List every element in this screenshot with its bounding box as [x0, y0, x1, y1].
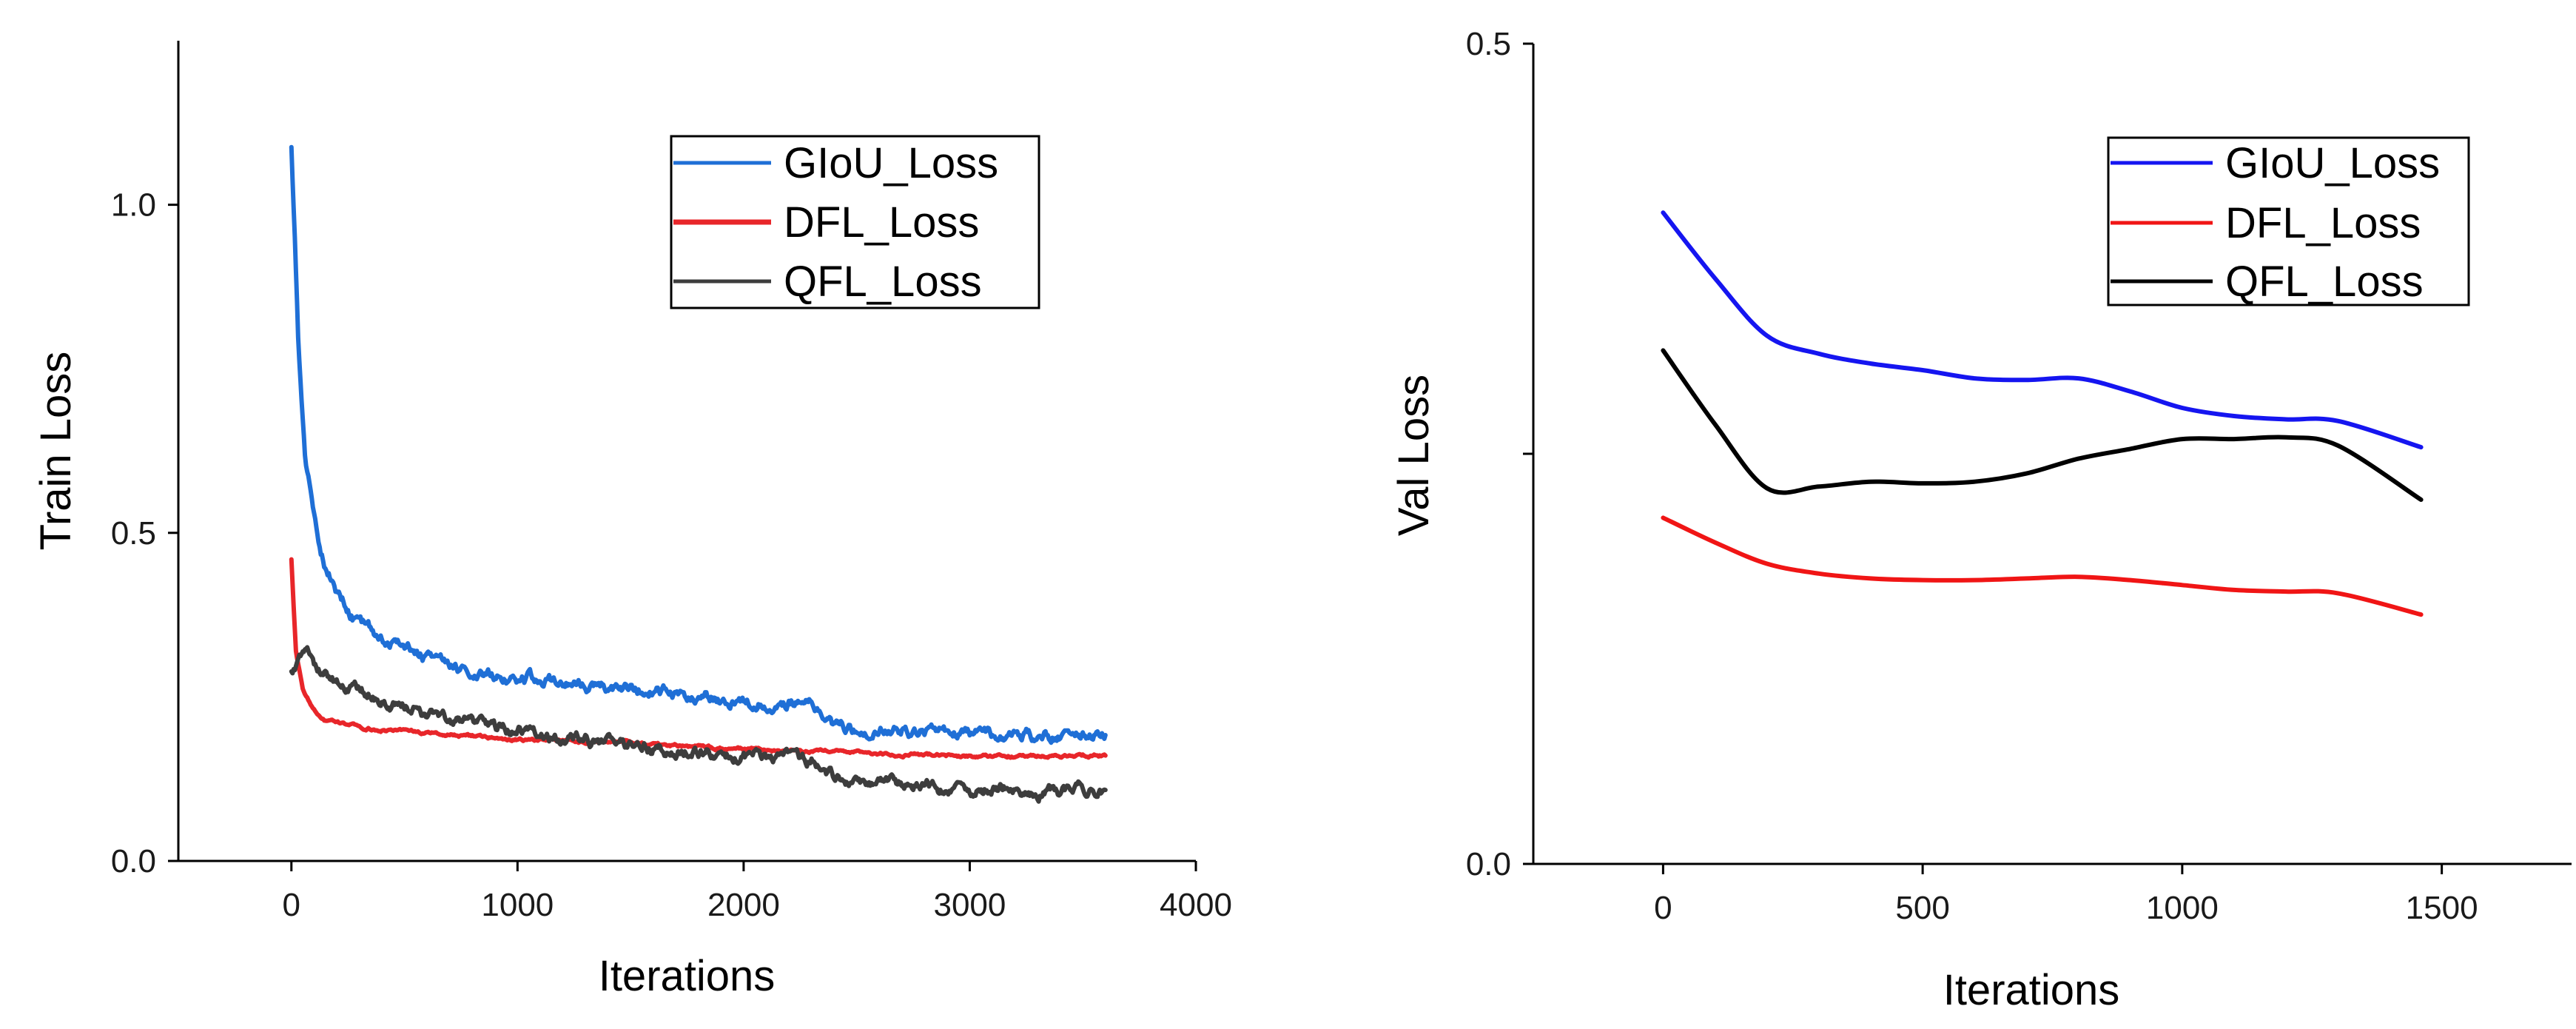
val-series-qfl-loss: [1661, 348, 2424, 502]
val-x-tick-label: 0: [1654, 890, 1672, 926]
train-x-axis-title: Iterations: [599, 952, 776, 1000]
val-x-axis-title: Iterations: [1943, 966, 2120, 1014]
val-y-axis-title: Val Loss: [1390, 375, 1438, 536]
train-legend-label-qfl: QFL_Loss: [784, 258, 982, 306]
val-legend-label-dfl: DFL_Loss: [2225, 199, 2421, 247]
train-series-giou-loss: [289, 144, 1108, 745]
train-legend-label-giou: GIoU_Loss: [784, 139, 998, 187]
train-legend: GIoU_Loss DFL_Loss QFL_Loss: [670, 135, 1040, 309]
val-loss-chart: 0 500 1000 1500 0.0 0.5 Val Loss Iterations G…: [1390, 26, 2572, 1014]
train-y-tick-label: 1.0: [111, 187, 156, 224]
train-x-tick-label: 0: [283, 887, 300, 923]
train-y-tick-label: 0.0: [111, 843, 156, 879]
train-x-tick-label: 2000: [707, 887, 780, 923]
val-y-tick-label: 0.5: [1466, 26, 1511, 62]
train-loss-chart: 0 1000 2000 3000 4000 0.0 0.5 1.0 Train Loss It…: [32, 41, 1232, 1000]
val-x-tick-label: 1500: [2406, 890, 2478, 926]
train-series-qfl-loss: [289, 645, 1108, 804]
train-series-dfl-loss: [289, 557, 1108, 760]
val-legend-label-giou: GIoU_Loss: [2225, 139, 2440, 187]
train-x-tick-label: 1000: [481, 887, 554, 923]
train-legend-label-dfl: DFL_Loss: [784, 198, 979, 247]
val-legend-label-qfl: QFL_Loss: [2225, 258, 2424, 306]
train-y-axis-title: Train Loss: [32, 352, 80, 551]
train-x-tick-label: 4000: [1160, 887, 1232, 923]
val-series-dfl-loss: [1661, 515, 2424, 617]
train-loss-series: [289, 144, 1108, 804]
val-x-tick-label: 500: [1895, 890, 1949, 926]
val-y-tick-label: 0.0: [1466, 846, 1511, 882]
val-legend: GIoU_Loss DFL_Loss QFL_Loss: [2107, 136, 2470, 306]
val-series-giou-loss: [1661, 210, 2424, 450]
train-y-tick-label: 0.5: [111, 515, 156, 552]
train-x-tick-label: 3000: [933, 887, 1006, 923]
val-x-tick-label: 1000: [2146, 890, 2219, 926]
val-loss-series: [1661, 210, 2424, 617]
